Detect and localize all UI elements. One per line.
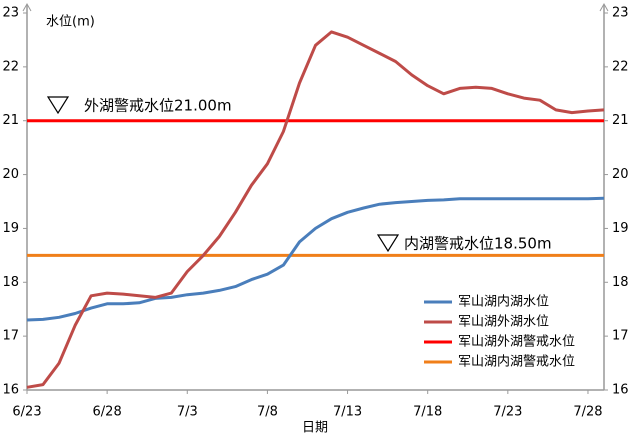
series-line bbox=[26, 30, 605, 389]
legend-label: 军山湖内湖警戒水位 bbox=[458, 354, 575, 370]
legend-label: 军山湖外湖警戒水位 bbox=[458, 334, 575, 350]
y2-tick-label: 20 bbox=[612, 167, 629, 182]
y-axis-label: 水位(m) bbox=[46, 15, 95, 30]
annotation: 内湖警戒水位18.50m bbox=[404, 235, 552, 253]
x-tick-label: 7/8 bbox=[257, 405, 278, 420]
y2-tick-label: 22 bbox=[612, 59, 629, 74]
y-tick-label: 23 bbox=[2, 6, 19, 21]
y2-tick-label: 17 bbox=[612, 329, 629, 344]
y2-tick-label: 16 bbox=[612, 383, 629, 398]
warning-triangle bbox=[46, 96, 70, 115]
y2-tick-label: 21 bbox=[612, 113, 629, 128]
x-tick-label: 6/28 bbox=[93, 405, 122, 420]
x-tick-label: 7/3 bbox=[177, 405, 198, 420]
y-tick-label: 20 bbox=[2, 167, 19, 182]
y-tick-label: 19 bbox=[2, 221, 19, 236]
legend-label: 军山湖内湖水位 bbox=[458, 294, 549, 310]
x-tick-label: 7/28 bbox=[573, 405, 602, 420]
axis-arrow bbox=[22, 2, 32, 12]
x-tick-label: 7/18 bbox=[413, 405, 442, 420]
series-line bbox=[26, 196, 605, 322]
y2-tick-label: 23 bbox=[612, 6, 629, 21]
x-tick-label: 7/13 bbox=[333, 405, 362, 420]
x-tick-label: 6/23 bbox=[12, 405, 41, 420]
x-tick-label: 7/23 bbox=[493, 405, 522, 420]
x-axis-label: 日期 bbox=[302, 421, 328, 436]
warning-triangle bbox=[376, 234, 400, 253]
y-tick-label: 17 bbox=[2, 329, 19, 344]
axis-arrow bbox=[599, 2, 609, 12]
y-tick-label: 18 bbox=[2, 275, 19, 290]
legend-label: 军山湖外湖水位 bbox=[458, 315, 549, 330]
y-tick-label: 21 bbox=[2, 113, 19, 128]
y-tick-label: 22 bbox=[2, 59, 19, 74]
y2-tick-label: 18 bbox=[612, 275, 629, 290]
annotation: 外湖警戒水位21.00m bbox=[84, 97, 232, 115]
y-tick-label: 16 bbox=[2, 383, 19, 398]
y2-tick-label: 19 bbox=[612, 221, 629, 236]
